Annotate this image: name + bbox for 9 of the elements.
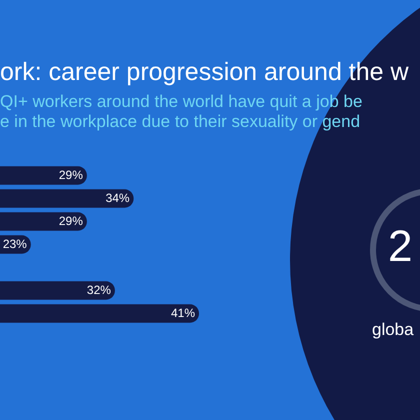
- text: globa: [372, 320, 414, 340]
- data-label: 32%: [86, 282, 112, 297]
- data-label: 29%: [58, 168, 84, 182]
- data-label: 34%: [106, 190, 130, 205]
- text: ork: career progression around the w: [0, 58, 409, 87]
- data-label: 23%: [2, 236, 28, 251]
- data-label: 41%: [170, 306, 196, 320]
- text: 2: [388, 222, 412, 272]
- data-label: 29%: [58, 214, 84, 228]
